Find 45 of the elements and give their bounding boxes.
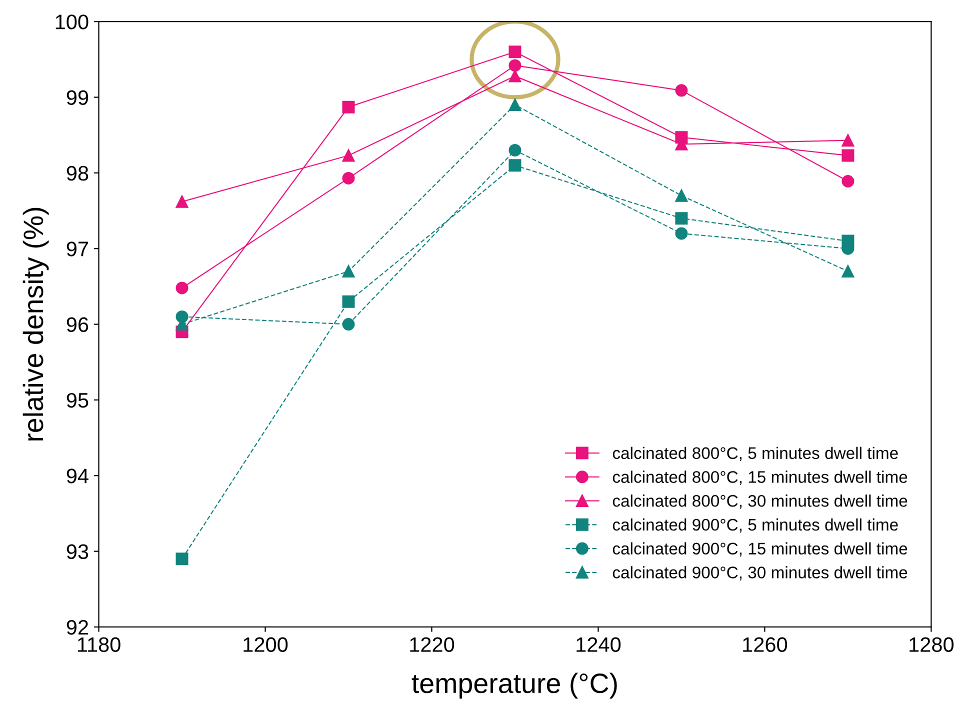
- point: [508, 98, 522, 112]
- y-tick-label: 93: [66, 544, 88, 560]
- point: [342, 318, 355, 331]
- point: [508, 59, 522, 72]
- y-tick-label: 99: [66, 90, 88, 105]
- legend-label: calcinated 800°C, 30 minutes dwell time: [612, 494, 908, 509]
- point: [842, 134, 854, 147]
- y-tick-label: 97: [66, 242, 88, 256]
- x-tick-label: 1240: [576, 637, 621, 652]
- point: [176, 195, 188, 208]
- point: [675, 212, 688, 225]
- point: [675, 227, 688, 240]
- y-tick-label: 95: [66, 392, 88, 408]
- y-tick-label: 92: [66, 620, 88, 635]
- x-axis-title: temperature (°C): [412, 672, 617, 699]
- y-tick-label: 98: [66, 166, 88, 181]
- point: [842, 149, 854, 162]
- point: [176, 282, 188, 294]
- point: [842, 265, 854, 278]
- point: [508, 46, 522, 58]
- point: [508, 159, 522, 172]
- point: [176, 552, 188, 566]
- x-tick-label: 1280: [910, 637, 954, 652]
- y-tick-label: 96: [66, 317, 88, 332]
- point: [342, 265, 355, 278]
- x-tick-label: 1260: [743, 637, 788, 652]
- y-tick-label: 100: [56, 14, 88, 30]
- point: [342, 295, 355, 308]
- x-tick-label: 1180: [78, 637, 120, 652]
- point: [342, 149, 355, 162]
- legend-label: calcinated 900°C, 15 minutes dwell time: [612, 542, 908, 557]
- y-axis-title: relative density (%): [22, 208, 49, 441]
- point: [342, 100, 355, 114]
- point: [508, 144, 522, 156]
- x-tick-label: 1220: [410, 637, 454, 652]
- x-tick-label: 1200: [244, 637, 288, 652]
- point: [675, 84, 688, 97]
- point: [342, 172, 355, 184]
- legend-label: calcinated 800°C, 5 minutes dwell time: [612, 446, 898, 462]
- legend-label: calcinated 900°C, 5 minutes dwell time: [612, 518, 898, 533]
- point: [675, 189, 688, 202]
- legend-label: calcinated 800°C, 15 minutes dwell time: [612, 470, 908, 485]
- y-tick-label: 94: [66, 468, 88, 484]
- legend-label: calcinated 900°C, 30 minutes dwell time: [612, 566, 908, 580]
- point: [842, 174, 854, 188]
